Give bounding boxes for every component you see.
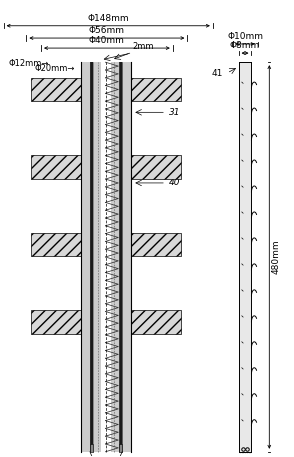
Text: Φ148mm: Φ148mm bbox=[87, 14, 129, 22]
Text: 40: 40 bbox=[169, 178, 181, 187]
Bar bbox=[31, 310, 81, 334]
Text: 41: 41 bbox=[212, 69, 223, 78]
Bar bbox=[93, 62, 101, 452]
Bar bbox=[131, 310, 181, 334]
Bar bbox=[111, 62, 119, 452]
Text: 2mm: 2mm bbox=[132, 42, 154, 51]
Text: Φ40mm: Φ40mm bbox=[89, 36, 125, 45]
Bar bbox=[131, 78, 181, 101]
Text: Φ20mm→: Φ20mm→ bbox=[34, 64, 75, 73]
Text: Φ8mm: Φ8mm bbox=[230, 41, 260, 50]
Text: 31: 31 bbox=[169, 108, 181, 117]
Text: 480mm: 480mm bbox=[272, 239, 281, 274]
Text: Φ10mm: Φ10mm bbox=[227, 32, 263, 41]
Bar bbox=[90, 62, 93, 452]
Bar bbox=[101, 62, 111, 452]
Bar bbox=[131, 155, 181, 179]
Bar bbox=[122, 62, 131, 452]
Bar bbox=[31, 78, 81, 101]
Text: 24: 24 bbox=[169, 326, 181, 335]
Bar bbox=[81, 62, 90, 452]
Bar bbox=[31, 233, 81, 256]
Bar bbox=[239, 62, 251, 452]
Text: Φ56mm: Φ56mm bbox=[89, 26, 125, 35]
Bar bbox=[119, 62, 122, 452]
Text: Φ12mm→: Φ12mm→ bbox=[8, 59, 49, 68]
Bar bbox=[31, 155, 81, 179]
Bar bbox=[131, 233, 181, 256]
Bar bbox=[119, 444, 122, 452]
Bar bbox=[90, 444, 93, 452]
Text: 32: 32 bbox=[169, 244, 181, 254]
